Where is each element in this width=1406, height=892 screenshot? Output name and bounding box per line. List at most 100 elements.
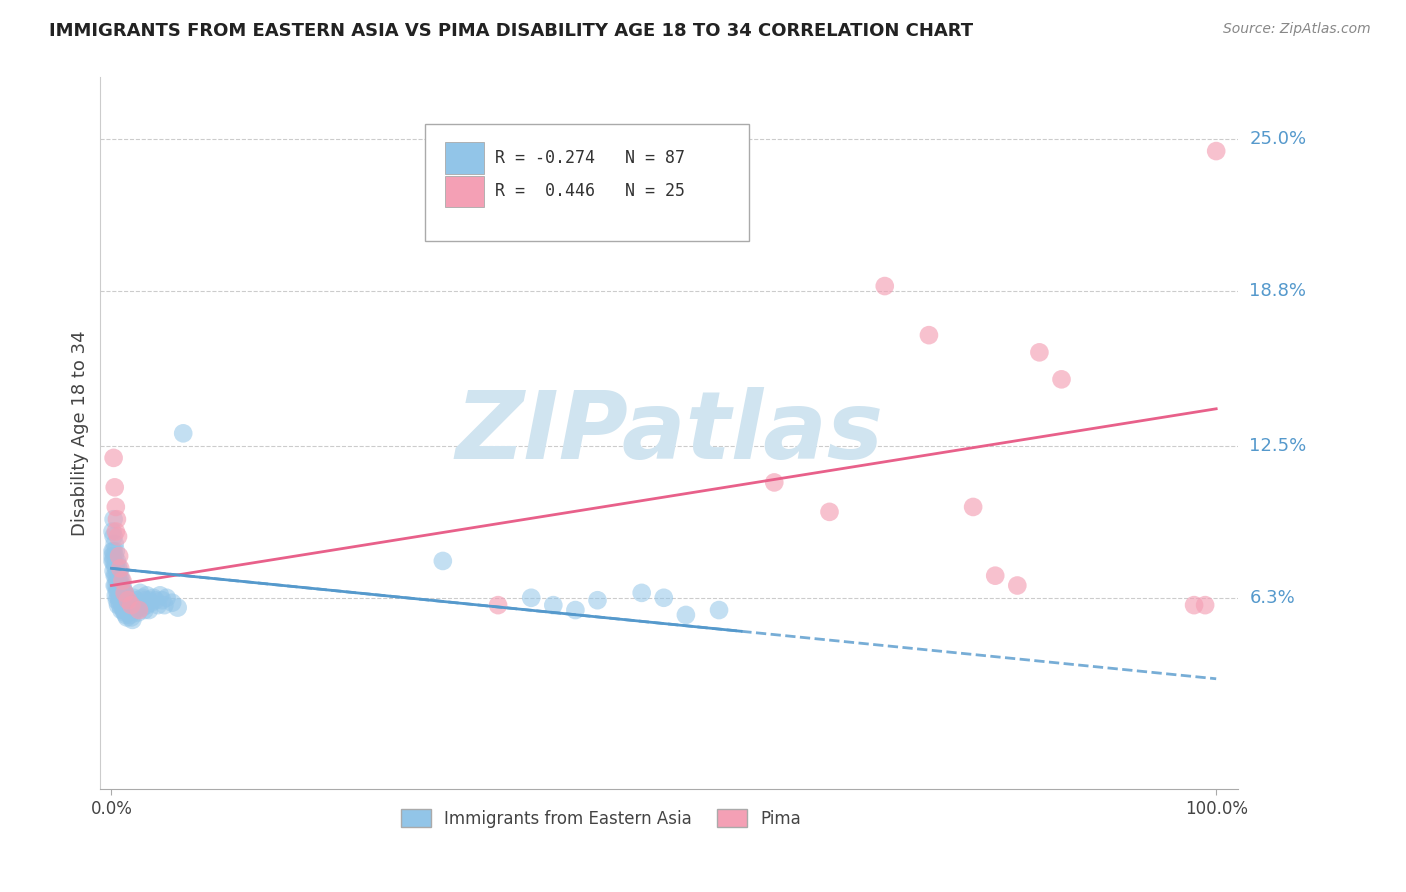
Point xyxy=(135,588,157,602)
Point xyxy=(763,475,786,490)
Point xyxy=(108,583,131,598)
Point xyxy=(131,591,153,605)
Point xyxy=(110,593,132,607)
Point xyxy=(104,480,127,494)
Point xyxy=(104,588,127,602)
Point xyxy=(142,591,165,605)
Point xyxy=(104,544,127,558)
Point xyxy=(120,598,142,612)
Point xyxy=(118,596,141,610)
Point xyxy=(150,593,173,607)
Point xyxy=(104,524,127,539)
Point xyxy=(141,596,163,610)
Point xyxy=(134,593,156,607)
Point xyxy=(120,600,142,615)
Point xyxy=(630,586,652,600)
Point xyxy=(115,591,138,605)
Point xyxy=(156,591,179,605)
Point xyxy=(111,598,134,612)
Point xyxy=(114,598,136,612)
Point xyxy=(122,591,145,605)
Point xyxy=(104,578,127,592)
Point xyxy=(112,583,135,598)
Point xyxy=(103,544,125,558)
Point xyxy=(1194,598,1216,612)
Point xyxy=(105,574,128,588)
Point xyxy=(128,603,150,617)
Point xyxy=(110,561,132,575)
Point xyxy=(101,549,124,563)
Point xyxy=(122,600,145,615)
Point xyxy=(114,586,136,600)
Point xyxy=(108,593,131,607)
Point xyxy=(1182,598,1205,612)
Text: R = -0.274   N = 87: R = -0.274 N = 87 xyxy=(495,149,685,167)
Point xyxy=(652,591,675,605)
Point xyxy=(145,593,167,607)
Point xyxy=(121,603,143,617)
Text: 12.5%: 12.5% xyxy=(1250,436,1306,455)
Point xyxy=(586,593,609,607)
Point xyxy=(101,544,124,558)
Point xyxy=(108,564,131,578)
Point xyxy=(105,512,128,526)
Point xyxy=(107,558,129,573)
Point xyxy=(432,554,454,568)
Text: R =  0.446   N = 25: R = 0.446 N = 25 xyxy=(495,182,685,201)
Point xyxy=(105,564,128,578)
Point xyxy=(112,603,135,617)
Point xyxy=(107,578,129,592)
Point xyxy=(108,574,131,588)
Point xyxy=(962,500,984,514)
Point xyxy=(149,588,172,602)
Point xyxy=(103,554,125,568)
Point xyxy=(984,568,1007,582)
Point xyxy=(707,603,730,617)
Point xyxy=(105,554,128,568)
Point xyxy=(104,568,127,582)
Point xyxy=(104,558,127,573)
Point xyxy=(115,600,138,615)
Point xyxy=(1028,345,1050,359)
Point xyxy=(129,598,152,612)
Point xyxy=(153,598,176,612)
Point xyxy=(105,583,128,598)
Point xyxy=(111,588,134,602)
Point xyxy=(107,598,129,612)
Point xyxy=(118,606,141,620)
Point xyxy=(108,549,131,563)
Point xyxy=(101,524,124,539)
Point xyxy=(131,600,153,615)
Point xyxy=(110,588,132,602)
Point xyxy=(160,596,183,610)
Point xyxy=(103,564,125,578)
Point xyxy=(101,554,124,568)
FancyBboxPatch shape xyxy=(425,124,749,241)
Point xyxy=(114,607,136,622)
Point xyxy=(104,558,127,573)
Point xyxy=(104,500,127,514)
Point xyxy=(520,591,543,605)
Point xyxy=(103,529,125,543)
Text: 18.8%: 18.8% xyxy=(1250,282,1306,300)
Point xyxy=(135,598,157,612)
Point xyxy=(1205,144,1227,158)
Point xyxy=(129,586,152,600)
Point xyxy=(564,603,586,617)
Text: IMMIGRANTS FROM EASTERN ASIA VS PIMA DISABILITY AGE 18 TO 34 CORRELATION CHART: IMMIGRANTS FROM EASTERN ASIA VS PIMA DIS… xyxy=(49,22,973,40)
Point xyxy=(120,598,142,612)
Point xyxy=(114,596,136,610)
Point xyxy=(107,529,129,543)
Point xyxy=(543,598,565,612)
Point xyxy=(146,598,169,612)
Point xyxy=(918,328,941,343)
Point xyxy=(114,606,136,620)
Point xyxy=(121,613,143,627)
Point xyxy=(103,512,125,526)
Point xyxy=(138,593,160,607)
Point xyxy=(104,549,127,563)
Point xyxy=(166,600,188,615)
Point xyxy=(110,574,132,588)
Point xyxy=(873,279,896,293)
Point xyxy=(112,593,135,607)
